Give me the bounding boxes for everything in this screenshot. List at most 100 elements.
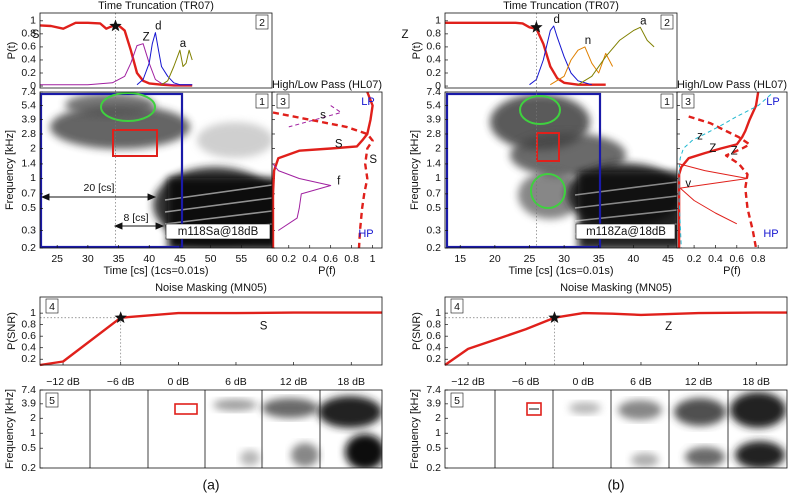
y-tick-label: 0.8 [426, 318, 441, 330]
y-tick-label: 0.6 [426, 330, 441, 342]
panel-number-box [450, 392, 464, 408]
axes-frame [444, 12, 678, 89]
y-tick-label: 3.9 [426, 398, 441, 410]
y-tick-label: 0.5 [426, 202, 441, 214]
series-label: d [554, 14, 560, 26]
x-tick-label: 0.6 [323, 253, 338, 265]
x-tick-label: 45 [174, 253, 186, 265]
panel-number: 5 [454, 395, 460, 407]
y-axis-label: Frequency [kHz] [409, 389, 421, 469]
x-tick-label: 40 [143, 253, 155, 265]
lp-label: LP [766, 96, 779, 108]
y-tick-label: 0.8 [21, 318, 36, 330]
curve [271, 91, 374, 248]
curve [550, 46, 614, 86]
x-tick-label: 30 [82, 253, 94, 265]
y-axis-label: Frequency [kHz] [409, 130, 421, 210]
hp-label: HP [358, 228, 373, 240]
x-tick-label: 18 dB [338, 376, 365, 388]
y-tick-label: 0.3 [21, 224, 36, 236]
y-axis-label: Frequency [kHz] [4, 130, 16, 210]
panel-number: 1 [664, 96, 670, 108]
highlight-box [174, 403, 198, 415]
curve [678, 94, 772, 249]
panel-number-box [45, 392, 59, 408]
x-tick-label: −12 dB [451, 376, 485, 388]
label-box [165, 223, 271, 240]
y-tick-label: 0.8 [21, 28, 36, 40]
x-tick-label: 0.8 [751, 253, 766, 265]
y-tick-label: 1 [435, 307, 441, 319]
figure-label: (a) [202, 477, 219, 493]
highlight-ellipse [530, 173, 566, 209]
x-tick-label: 30 [558, 253, 570, 265]
axes-frame [39, 296, 383, 366]
y-tick-label: 0.6 [21, 41, 36, 53]
axes-frame [39, 12, 273, 89]
x-tick-label: −6 dB [512, 376, 540, 388]
panel-number-box [660, 14, 674, 30]
y-tick-label: 1 [30, 172, 36, 184]
x-tick-label: −12 dB [46, 376, 80, 388]
annotation: m118Sa@18dB [178, 226, 259, 238]
panel-title: Noise Masking (MN05) [560, 282, 672, 294]
x-tick-label: 1 [370, 253, 376, 265]
panel-number: 4 [454, 301, 460, 313]
curve [136, 32, 193, 86]
x-axis-label: Time [cs] (1cs=0.01s) [103, 265, 208, 277]
panel-number: 2 [259, 17, 265, 29]
y-tick-label: 0.5 [21, 442, 36, 454]
series-label: s [320, 110, 326, 122]
axes-frame [444, 389, 788, 469]
panel-number-box [45, 298, 59, 314]
axes-frame [444, 296, 788, 366]
x-tick-label: 25 [524, 253, 536, 265]
panel-number: 3 [685, 96, 691, 108]
series-label: Z [401, 29, 408, 41]
series-label: Z [665, 321, 672, 333]
highlight-ellipse [100, 92, 156, 122]
x-tick-label: 0.4 [302, 253, 317, 265]
panel-number-box [255, 93, 269, 109]
star-marker [114, 311, 127, 323]
y-tick-label: 1.4 [21, 158, 36, 170]
y-axis-label: P(SNR) [6, 312, 18, 350]
series-label: Z [731, 146, 738, 158]
series-label: n [585, 35, 591, 47]
lp-label: LP [361, 96, 374, 108]
series-label: S [335, 139, 343, 151]
x-tick-label: 6 dB [225, 376, 247, 388]
series-label: v [685, 178, 691, 190]
truncation-window [445, 92, 602, 249]
panel-title: High/Low Pass (HL07) [272, 79, 382, 91]
y-tick-label: 1.4 [426, 158, 441, 170]
y-tick-label: 1 [435, 172, 441, 184]
series-label: a [640, 15, 647, 27]
label-box [575, 223, 676, 240]
y-tick-label: 0 [30, 80, 36, 92]
y-tick-label: 0.4 [426, 54, 441, 66]
panel-number: 2 [664, 17, 670, 29]
y-tick-label: 7.4 [21, 384, 36, 396]
panel-number: 5 [49, 395, 55, 407]
series-label: f [337, 176, 341, 188]
x-tick-label: 0.8 [344, 253, 359, 265]
y-tick-label: 0.7 [426, 188, 441, 200]
masked-spectrogram-image [494, 390, 786, 468]
x-tick-label: 18 dB [743, 376, 770, 388]
y-tick-label: 0.2 [21, 67, 36, 79]
y-tick-label: 2 [435, 142, 441, 154]
panel-title: Time Truncation (TR07) [503, 0, 619, 12]
highlight-ellipse [519, 95, 561, 125]
y-tick-label: 1 [30, 427, 36, 439]
y-axis-label: P(t) [6, 42, 18, 60]
axes-frame [676, 91, 788, 249]
y-axis-label: P(SNR) [411, 312, 423, 350]
y-tick-label: 1 [435, 427, 441, 439]
curve [161, 49, 193, 86]
curve [272, 111, 374, 249]
y-axis-label: Frequency [kHz] [4, 389, 16, 469]
y-tick-label: 2 [435, 412, 441, 424]
x-tick-label: 35 [593, 253, 605, 265]
y-tick-label: 0.6 [426, 41, 441, 53]
